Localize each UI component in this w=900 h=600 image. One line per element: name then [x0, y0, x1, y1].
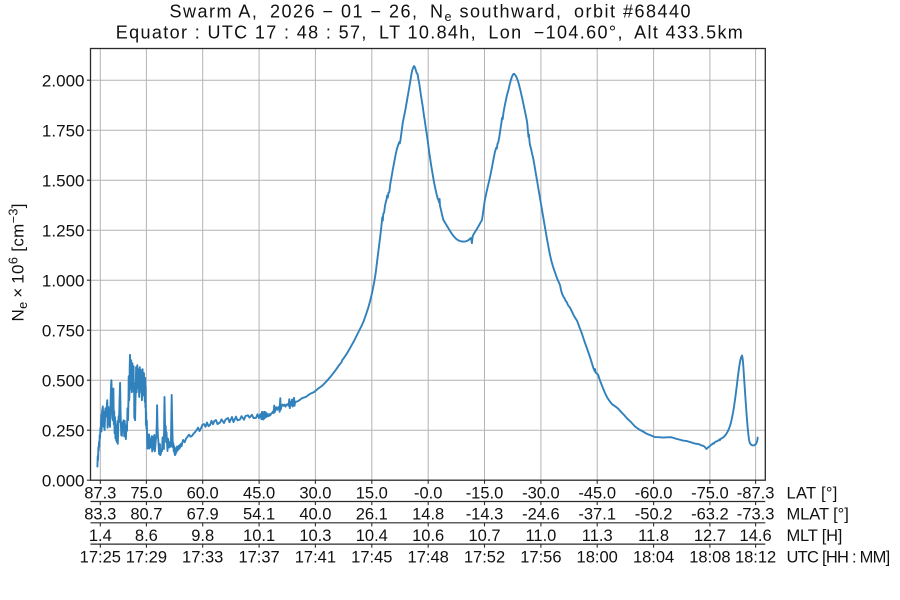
- svg-text:12.7: 12.7: [694, 527, 726, 545]
- svg-text:MLAT [°]: MLAT [°]: [787, 506, 849, 524]
- svg-text:18:00: 18:00: [577, 548, 618, 566]
- svg-text:54.1: 54.1: [243, 506, 275, 524]
- svg-text:MLT [H]: MLT [H]: [787, 527, 843, 545]
- svg-text:60.0: 60.0: [187, 484, 219, 502]
- svg-text:18:12: 18:12: [735, 548, 776, 566]
- svg-text:17:41: 17:41: [295, 548, 336, 566]
- svg-text:Ne × 106 [cm−3]: Ne × 106 [cm−3]: [7, 204, 30, 322]
- svg-text:18:08: 18:08: [689, 548, 730, 566]
- svg-text:1.500: 1.500: [42, 171, 85, 190]
- svg-text:40.0: 40.0: [299, 506, 331, 524]
- svg-text:10.7: 10.7: [468, 527, 500, 545]
- svg-text:10.1: 10.1: [243, 527, 275, 545]
- svg-text:0.000: 0.000: [42, 471, 85, 490]
- svg-text:67.9: 67.9: [187, 506, 219, 524]
- svg-text:11.3: 11.3: [582, 527, 613, 545]
- svg-text:15.0: 15.0: [356, 484, 388, 502]
- svg-text:-45.0: -45.0: [578, 484, 616, 502]
- svg-text:1.250: 1.250: [42, 221, 85, 240]
- svg-text:83.3: 83.3: [84, 506, 116, 524]
- svg-text:10.3: 10.3: [299, 527, 331, 545]
- svg-text:-75.0: -75.0: [691, 484, 729, 502]
- svg-text:80.7: 80.7: [130, 506, 162, 524]
- svg-text:-30.0: -30.0: [522, 484, 560, 502]
- svg-text:9.8: 9.8: [191, 527, 214, 545]
- svg-text:30.0: 30.0: [299, 484, 331, 502]
- svg-text:17:37: 17:37: [238, 548, 279, 566]
- svg-text:17:56: 17:56: [520, 548, 561, 566]
- svg-text:1.750: 1.750: [42, 121, 85, 140]
- svg-text:-24.6: -24.6: [522, 506, 560, 524]
- svg-text:14.6: 14.6: [740, 527, 772, 545]
- svg-text:-73.3: -73.3: [737, 506, 775, 524]
- svg-text:-0.0: -0.0: [414, 484, 442, 502]
- svg-text:17:52: 17:52: [464, 548, 505, 566]
- svg-text:2.000: 2.000: [42, 71, 85, 90]
- svg-text:45.0: 45.0: [243, 484, 275, 502]
- svg-text:75.0: 75.0: [130, 484, 162, 502]
- svg-text:-87.3: -87.3: [737, 484, 775, 502]
- svg-text:17:48: 17:48: [408, 548, 449, 566]
- svg-text:Swarm A, 2026 − 01 − 26, Ne: Swarm A, 2026 − 01 − 26, Ne southward, o…: [170, 1, 691, 24]
- svg-text:26.1: 26.1: [356, 506, 388, 524]
- svg-text:17:45: 17:45: [351, 548, 392, 566]
- svg-text:11.0: 11.0: [525, 527, 556, 545]
- svg-text:UTC [HH : MM]: UTC [HH : MM]: [787, 548, 891, 566]
- svg-text:87.3: 87.3: [84, 484, 116, 502]
- svg-text:-60.0: -60.0: [635, 484, 673, 502]
- svg-text:14.8: 14.8: [412, 506, 444, 524]
- svg-text:Equator : UTC 17 : 48 : 57, L: Equator : UTC 17 : 48 : 57, LT 10.84h, L…: [116, 22, 743, 42]
- svg-text:10.6: 10.6: [412, 527, 444, 545]
- svg-text:8.6: 8.6: [135, 527, 158, 545]
- svg-text:0.250: 0.250: [42, 421, 85, 440]
- svg-text:17:29: 17:29: [126, 548, 167, 566]
- svg-text:10.4: 10.4: [356, 527, 388, 545]
- svg-text:-37.1: -37.1: [578, 506, 616, 524]
- svg-text:0.750: 0.750: [42, 321, 85, 340]
- svg-text:17:25: 17:25: [80, 548, 121, 566]
- svg-text:1.000: 1.000: [42, 271, 85, 290]
- svg-text:18:04: 18:04: [633, 548, 674, 566]
- svg-text:1.4: 1.4: [89, 527, 112, 545]
- svg-text:LAT [°]: LAT [°]: [787, 484, 838, 502]
- svg-text:-50.2: -50.2: [635, 506, 673, 524]
- svg-text:0.500: 0.500: [42, 371, 85, 390]
- svg-text:-63.2: -63.2: [691, 506, 729, 524]
- svg-text:11.8: 11.8: [638, 527, 669, 545]
- svg-text:17:33: 17:33: [182, 548, 223, 566]
- svg-text:-14.3: -14.3: [466, 506, 504, 524]
- svg-text:-15.0: -15.0: [466, 484, 504, 502]
